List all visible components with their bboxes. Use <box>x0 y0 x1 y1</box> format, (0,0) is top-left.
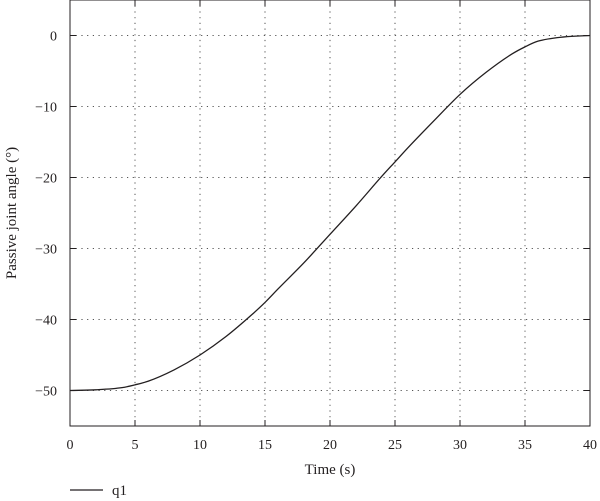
x-axis-label: Time (s) <box>305 462 356 478</box>
y-tick-label: −30 <box>35 243 57 258</box>
y-tick-label: −50 <box>35 385 57 400</box>
x-tick-label: 35 <box>518 438 532 453</box>
x-tick-label: 0 <box>67 438 74 453</box>
legend-label-q1: q1 <box>112 483 127 499</box>
y-axis-label: Passive joint angle (°) <box>4 147 20 279</box>
x-tick-label: 15 <box>258 438 272 453</box>
x-tick-label: 25 <box>388 438 402 453</box>
legend: q1 <box>70 483 127 499</box>
x-tick-label: 40 <box>583 438 597 453</box>
series-q1-line <box>69 34 591 392</box>
x-tick-label: 10 <box>193 438 207 453</box>
y-tick-label: −40 <box>35 314 57 329</box>
grid-lines <box>70 0 590 426</box>
y-tick-label: −20 <box>35 172 57 187</box>
x-tick-label: 5 <box>132 438 139 453</box>
x-tick-label: 30 <box>453 438 467 453</box>
plot-background <box>70 0 590 426</box>
x-tick-label: 20 <box>323 438 337 453</box>
y-tick-label: −10 <box>35 101 57 116</box>
y-tick-label: 0 <box>50 30 57 45</box>
axis-ticks <box>69 0 591 426</box>
